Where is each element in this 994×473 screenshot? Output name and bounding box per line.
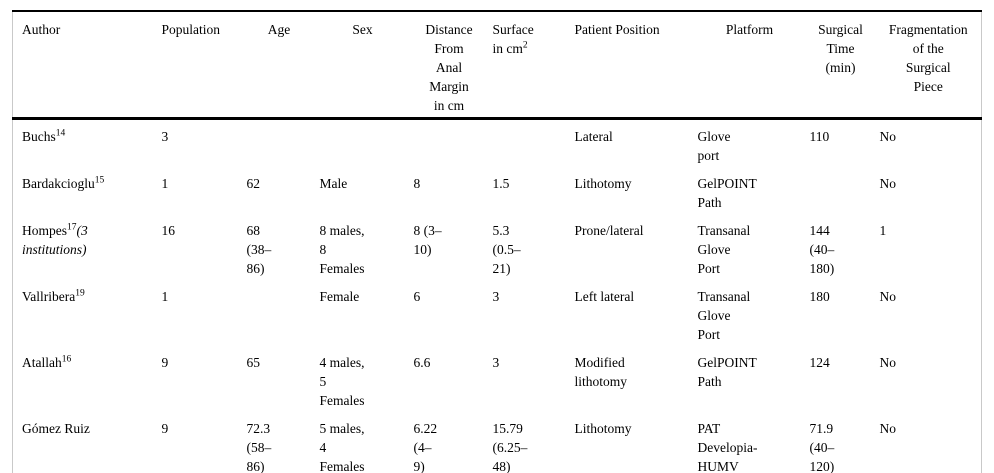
cell-platform: Transanal Glove Port [697, 223, 751, 276]
cell-surgical-time: 144 (40– 180) [809, 223, 835, 276]
col-header-population: Population [157, 11, 243, 120]
cell-patient-position: Lithotomy [574, 176, 632, 191]
cell-surface: 3 [492, 289, 500, 304]
cell-sex: Male [319, 176, 348, 191]
table-row: Vallribera19 1 Female 6 3 Left lateral Transan… [13, 280, 982, 346]
cell-surgical-time: 124 [809, 355, 830, 370]
cell-platform: Glove port [697, 129, 731, 163]
col-header-fragmentation: Fragmentation of the Surgical Piece [875, 11, 982, 120]
cell-surgical-time: 71.9 (40– 120) [809, 421, 835, 473]
cell-age [243, 280, 316, 346]
cell-distance [410, 119, 489, 168]
cell-fragmentation: No [879, 176, 897, 191]
table-row: Atallah16 9 65 4 males, 5 Females 6.6 3 Modified… [13, 346, 982, 412]
cell-author: Gómez Ruiz [22, 421, 90, 436]
cell-sex: 4 males, 5 Females [319, 355, 365, 408]
col-header-patient-position: Patient Position [570, 11, 694, 120]
studies-comparison-table: Author Population Age Sex Distance From Anal Ma… [12, 10, 982, 473]
table-row: Gómez Ruiz 9 72.3 (58– 86) 5 males, 4 Females 6.… [13, 412, 982, 473]
cell-surface: 5.3 (0.5– 21) [492, 223, 521, 276]
reference-superscript: 15 [94, 175, 105, 186]
cell-patient-position: Left lateral [574, 289, 635, 304]
cell-sex: 8 males, 8 Females [319, 223, 365, 276]
author-note: (3 institutions) [22, 223, 88, 257]
cell-age: 62 [246, 176, 261, 191]
cell-fragmentation: No [879, 289, 897, 304]
cell-fragmentation: No [879, 355, 897, 370]
reference-superscript: 14 [55, 128, 66, 139]
cell-patient-position: Modified lithotomy [574, 355, 628, 389]
cell-population: 3 [161, 129, 169, 144]
cell-distance: 6.6 [413, 355, 431, 370]
table-row: Buchs14 3 Lateral Glove port 110 No [13, 119, 982, 168]
cell-author: Vallribera19 [22, 288, 85, 304]
cell-patient-position: Prone/lateral [574, 223, 644, 238]
cell-sex: Female [319, 289, 360, 304]
table-row: Bardakcioglu15 1 62 Male 8 1.5 Lithotomy GelPOI… [13, 167, 982, 214]
cell-patient-position: Lithotomy [574, 421, 632, 436]
table-body: Buchs14 3 Lateral Glove port 110 No Bardakciogl… [13, 119, 982, 473]
cell-distance: 8 [413, 176, 421, 191]
cell-platform: Transanal Glove Port [697, 289, 751, 342]
cell-population: 9 [161, 355, 169, 370]
cell-age: 68 (38– 86) [246, 223, 272, 276]
cell-surgical-time: 180 [809, 289, 830, 304]
cell-age [243, 119, 316, 168]
reference-superscript: 19 [75, 288, 85, 299]
col-header-surface: Surface in cm2 [488, 11, 571, 120]
cell-distance: 8 (3– 10) [413, 223, 442, 257]
cell-age: 72.3 (58– 86) [246, 421, 272, 473]
cell-fragmentation: 1 [879, 223, 887, 238]
cell-author: Atallah16 [22, 354, 72, 370]
cell-author: Buchs14 [22, 128, 66, 144]
cell-platform: GelPOINT Path [697, 176, 757, 210]
table-header: Author Population Age Sex Distance From Anal Ma… [12, 11, 982, 120]
cell-fragmentation: No [879, 129, 897, 144]
cell-patient-position: Lateral [574, 129, 613, 144]
col-header-platform: Platform [693, 11, 806, 120]
reference-superscript: 17 [67, 222, 77, 233]
cell-population: 9 [161, 421, 169, 436]
cell-surgical-time: 110 [809, 129, 830, 144]
reference-superscript: 16 [61, 354, 72, 365]
col-header-author: Author [12, 11, 158, 120]
cell-population: 16 [161, 223, 176, 238]
cell-author: Hompes17(3 institutions) [22, 222, 88, 257]
cell-population: 1 [161, 289, 169, 304]
cell-surface: 1.5 [492, 176, 510, 191]
cell-surface: 15.79 (6.25– 48) [492, 421, 528, 473]
cell-sex [316, 119, 410, 168]
table-row: Hompes17(3 institutions) 16 68 (38– 86) 8 mal… [13, 214, 982, 280]
cell-platform: PAT Developia- HUMV [697, 421, 758, 473]
cell-author: Bardakcioglu15 [22, 175, 105, 191]
cell-sex: 5 males, 4 Females [319, 421, 365, 473]
col-header-surgical-time: Surgical Time (min) [805, 11, 876, 120]
cell-surface: 3 [492, 355, 500, 370]
cell-fragmentation: No [879, 421, 897, 436]
cell-distance: 6.22 (4– 9) [413, 421, 438, 473]
cell-surface [489, 119, 571, 168]
cell-surgical-time [806, 167, 876, 214]
cell-population: 1 [161, 176, 169, 191]
cell-platform: GelPOINT Path [697, 355, 757, 389]
col-header-age: Age [242, 11, 316, 120]
cell-age: 65 [246, 355, 261, 370]
table-header-row: Author Population Age Sex Distance From Anal Ma… [12, 11, 982, 120]
superscript: 2 [522, 40, 528, 51]
cell-distance: 6 [413, 289, 421, 304]
col-header-sex: Sex [315, 11, 410, 120]
col-header-distance: Distance From Anal Margin in cm [409, 11, 489, 120]
